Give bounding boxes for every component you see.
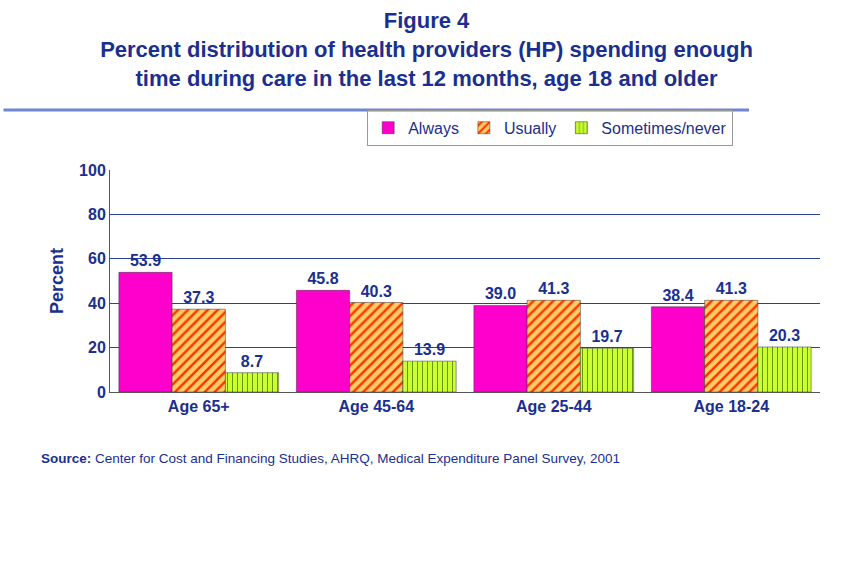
svg-text:20: 20 <box>88 339 106 356</box>
svg-text:19.7: 19.7 <box>591 328 622 345</box>
svg-text:8.7: 8.7 <box>241 353 263 370</box>
svg-text:Usually: Usually <box>504 120 556 137</box>
svg-text:Age 25-44: Age 25-44 <box>516 398 592 415</box>
svg-text:Source: Center for Cost and Fi: Source: Center for Cost and Financing St… <box>41 451 620 466</box>
svg-text:41.3: 41.3 <box>716 280 747 297</box>
svg-text:100: 100 <box>79 162 106 179</box>
svg-text:0: 0 <box>97 384 106 401</box>
svg-text:60: 60 <box>88 250 106 267</box>
svg-text:Age 65+: Age 65+ <box>168 398 230 415</box>
svg-text:Figure 4Percent distribution o: Figure 4Percent distribution of health p… <box>100 8 753 90</box>
svg-text:40: 40 <box>88 295 106 312</box>
svg-text:53.9: 53.9 <box>130 252 161 269</box>
svg-text:13.9: 13.9 <box>414 341 445 358</box>
svg-text:41.3: 41.3 <box>538 280 569 297</box>
svg-text:20.3: 20.3 <box>769 327 800 344</box>
svg-text:Percent: Percent <box>47 248 67 314</box>
svg-text:39.0: 39.0 <box>485 285 516 302</box>
svg-text:37.3: 37.3 <box>183 289 214 306</box>
svg-text:40.3: 40.3 <box>361 283 392 300</box>
svg-text:Sometimes/never: Sometimes/never <box>601 120 726 137</box>
svg-text:Age 18-24: Age 18-24 <box>693 398 769 415</box>
svg-text:45.8: 45.8 <box>307 270 338 287</box>
svg-text:Age 45-64: Age 45-64 <box>338 398 414 415</box>
svg-text:80: 80 <box>88 206 106 223</box>
svg-text:Always: Always <box>408 120 459 137</box>
svg-text:38.4: 38.4 <box>662 287 693 304</box>
